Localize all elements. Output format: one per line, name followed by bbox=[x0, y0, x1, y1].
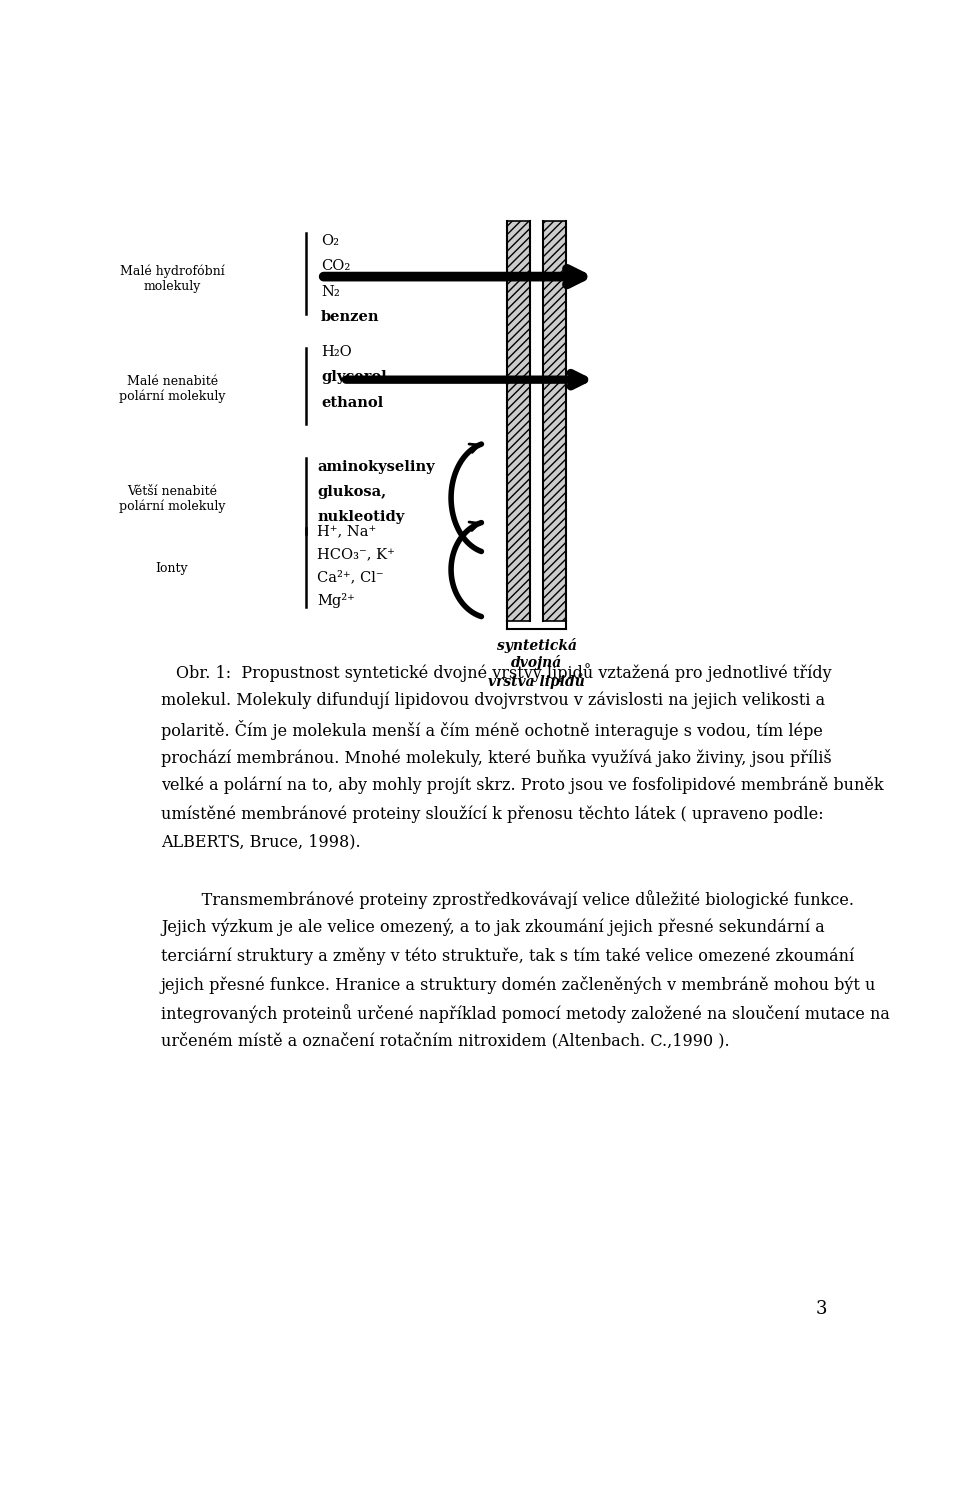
Text: jejich přesné funkce. Hranice a struktury domén začleněných v membráně mohou být: jejich přesné funkce. Hranice a struktur… bbox=[161, 976, 876, 994]
Text: ALBERTS, Bruce, 1998).: ALBERTS, Bruce, 1998). bbox=[161, 833, 361, 851]
Text: určeném místě a označení rotačním nitroxidem (Altenbach. C.,1990 ).: určeném místě a označení rotačním nitrox… bbox=[161, 1032, 730, 1050]
Text: N₂: N₂ bbox=[321, 284, 340, 299]
Text: Malé nenabité
polární molekuly: Malé nenabité polární molekuly bbox=[119, 374, 226, 403]
Text: 3: 3 bbox=[815, 1299, 827, 1318]
Text: molekul. Molekuly difundují lipidovou dvojvrstvou v závislosti na jejich velikos: molekul. Molekuly difundují lipidovou dv… bbox=[161, 692, 825, 710]
Text: H⁺, Na⁺: H⁺, Na⁺ bbox=[317, 525, 376, 538]
Text: ethanol: ethanol bbox=[321, 396, 383, 409]
Text: Jejich výzkum je ale velice omezený, a to jak zkoumání jejich přesné sekundární : Jejich výzkum je ale velice omezený, a t… bbox=[161, 919, 825, 937]
Text: Ionty: Ionty bbox=[156, 562, 188, 575]
Text: Obr. 1:  Propustnost syntetické dvojné vrstvy lipidů vztažená pro jednotlivé tří: Obr. 1: Propustnost syntetické dvojné vr… bbox=[176, 663, 831, 683]
Text: nukleotidy: nukleotidy bbox=[317, 510, 404, 525]
Text: terciární struktury a změny v této struktuře, tak s tím také velice omezené zkou: terciární struktury a změny v této struk… bbox=[161, 948, 854, 964]
Text: velké a polární na to, aby mohly projít skrz. Proto jsou ve fosfolipidové membrá: velké a polární na to, aby mohly projít … bbox=[161, 778, 883, 794]
Text: Mg²⁺: Mg²⁺ bbox=[317, 594, 355, 608]
Text: prochází membránou. Mnohé molekuly, které buňka využívá jako živiny, jsou příliš: prochází membránou. Mnohé molekuly, kter… bbox=[161, 749, 831, 767]
Text: Transmembránové proteiny zprostředkovávají velice důležité biologické funkce.: Transmembránové proteiny zprostředkováva… bbox=[176, 890, 853, 910]
Text: Malé hydrofóbní
molekuly: Malé hydrofóbní molekuly bbox=[120, 265, 225, 293]
Text: O₂: O₂ bbox=[321, 233, 339, 248]
Text: syntetická
dvojná
vrstva lipidů: syntetická dvojná vrstva lipidů bbox=[489, 638, 585, 689]
Text: glycerol: glycerol bbox=[321, 370, 387, 385]
Text: umístěné membránové proteiny sloužící k přenosu těchto látek ( upraveno podle:: umístěné membránové proteiny sloužící k … bbox=[161, 805, 824, 823]
Text: HCO₃⁻, K⁺: HCO₃⁻, K⁺ bbox=[317, 547, 395, 561]
Text: polaritě. Čím je molekula menší a čím méně ochotně interaguje s vodou, tím lépe: polaritě. Čím je molekula menší a čím mé… bbox=[161, 720, 823, 740]
Text: Ca²⁺, Cl⁻: Ca²⁺, Cl⁻ bbox=[317, 570, 384, 585]
Text: Větší nenabité
polární molekuly: Větší nenabité polární molekuly bbox=[119, 484, 226, 513]
Text: glukosa,: glukosa, bbox=[317, 484, 386, 499]
Text: CO₂: CO₂ bbox=[321, 259, 350, 274]
Bar bbox=[543, 221, 566, 621]
Text: integrovaných proteinů určené například pomocí metody založené na sloučení mutac: integrovaných proteinů určené například … bbox=[161, 1003, 890, 1023]
Text: benzen: benzen bbox=[321, 310, 379, 325]
Bar bbox=[507, 221, 530, 621]
Bar bbox=[530, 221, 543, 621]
Text: H₂O: H₂O bbox=[321, 344, 351, 359]
Text: aminokyseliny: aminokyseliny bbox=[317, 460, 435, 474]
